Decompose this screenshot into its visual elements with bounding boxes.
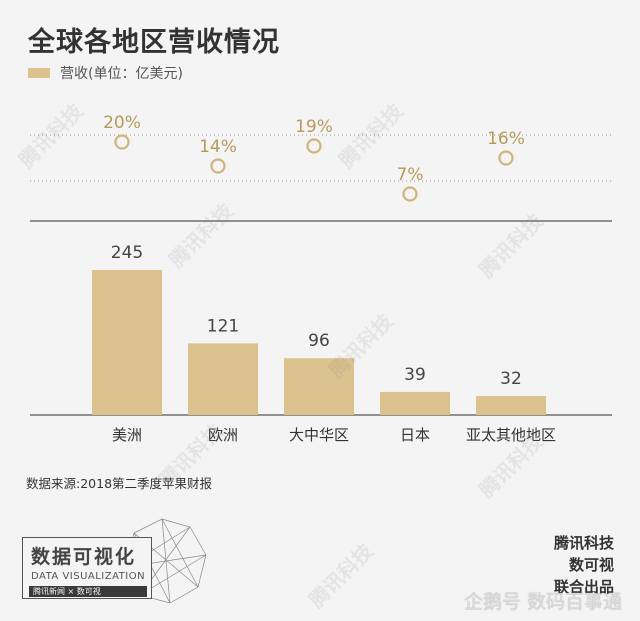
- bar-value-label: 96: [308, 331, 330, 351]
- bar: [92, 270, 162, 415]
- bar: [476, 396, 546, 415]
- category-label: 亚太其他地区: [466, 426, 556, 444]
- share-label: 16%: [487, 129, 525, 149]
- bar-value-label: 121: [207, 316, 239, 336]
- share-marker: [498, 150, 514, 166]
- credits: 腾讯科技 数可视 联合出品: [554, 532, 614, 598]
- category-label: 大中华区: [289, 426, 349, 444]
- data-visualization-logo: 数据可视化 DATA VISUALIZATION 腾讯新闻 × 数可视: [22, 515, 212, 605]
- logo-box: 数据可视化 DATA VISUALIZATION 腾讯新闻 × 数可视: [22, 537, 152, 599]
- logo-main-text: 数据可视化: [31, 546, 137, 568]
- share-label: 20%: [103, 113, 141, 133]
- bar-value-label: 39: [404, 365, 426, 385]
- logo-strip: 腾讯新闻 × 数可视: [29, 586, 147, 597]
- bar: [284, 358, 354, 415]
- background-watermark: 腾讯科技: [304, 538, 378, 613]
- bottom-watermark: 企鹅号 数码百事通: [463, 591, 622, 613]
- share-label: 7%: [397, 165, 424, 185]
- credit-line: 数可视: [568, 556, 614, 574]
- category-label: 美洲: [112, 426, 142, 444]
- logo-sub-text: DATA VISUALIZATION: [31, 571, 146, 582]
- share-label: 14%: [199, 137, 237, 157]
- data-source: 数据来源:2018第二季度苹果财报: [26, 476, 213, 491]
- bar-chart: 245 美洲 20% 121 欧洲 14% 96 大中华区 19% 39 日本 7% 32 亚太其他地区 1…: [30, 113, 612, 444]
- category-label: 日本: [400, 426, 430, 444]
- bar-value-label: 32: [500, 369, 522, 389]
- category-label: 欧洲: [208, 426, 238, 444]
- legend: 营收(单位：亿美元): [28, 63, 183, 83]
- legend-label: 营收(单位：亿美元): [60, 66, 183, 82]
- share-label: 19%: [295, 117, 333, 137]
- share-marker: [210, 158, 226, 174]
- bar-value-label: 245: [111, 243, 143, 263]
- bar: [380, 391, 450, 415]
- share-marker: [402, 186, 418, 202]
- bar: [188, 343, 258, 415]
- chart-title: 全球各地区营收情况: [28, 27, 280, 58]
- credit-line: 联合出品: [553, 578, 614, 596]
- legend-swatch: [28, 68, 50, 78]
- share-marker: [114, 134, 130, 150]
- share-marker: [306, 138, 322, 154]
- credit-line: 腾讯科技: [553, 534, 614, 552]
